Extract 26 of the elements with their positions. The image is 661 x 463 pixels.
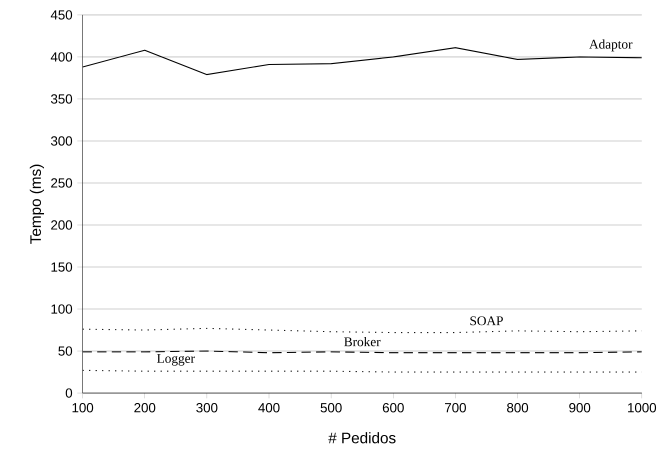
series-label: Adaptor <box>589 39 632 52</box>
x-tick-label: 700 <box>445 403 466 413</box>
x-tick-label: 1000 <box>628 403 656 413</box>
y-tick-label: 450 <box>50 10 72 20</box>
series-label: Broker <box>344 337 381 346</box>
y-tick-label: 400 <box>50 52 72 62</box>
y-tick-label: 300 <box>50 136 72 146</box>
y-tick-label: 250 <box>51 178 72 188</box>
y-tick-label: 0 <box>66 388 72 398</box>
x-tick-label: 300 <box>196 403 218 413</box>
x-tick-label: 400 <box>258 403 280 413</box>
y-tick-label: 200 <box>51 220 72 230</box>
y-tick-label: 150 <box>51 262 72 272</box>
series-label: SOAP <box>470 316 503 326</box>
x-tick-label: 100 <box>72 403 94 413</box>
y-tick-label: 350 <box>50 94 72 104</box>
x-tick-label: 900 <box>569 403 590 413</box>
x-tick-label: 600 <box>382 403 404 413</box>
y-tick-label: 100 <box>51 304 72 314</box>
y-tick-label: 50 <box>58 346 72 356</box>
x-tick-label: 200 <box>134 403 156 413</box>
x-tick-label: 800 <box>507 403 528 413</box>
x-tick-label: 500 <box>320 403 342 413</box>
series-label: Logger <box>157 354 195 366</box>
x-axis-title: # Pedidos <box>328 432 396 444</box>
y-axis-title: Tempo (ms) <box>30 164 44 244</box>
